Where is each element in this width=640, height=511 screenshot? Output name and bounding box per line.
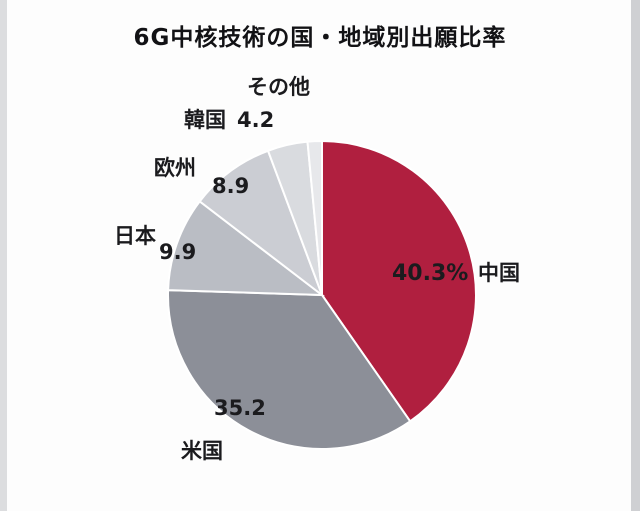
slice-value-europe: 8.9 bbox=[212, 174, 250, 198]
slice-value-japan: 9.9 bbox=[159, 240, 197, 264]
slice-label-usa: 米国 bbox=[181, 439, 223, 463]
slice-label-others: その他 bbox=[247, 75, 310, 99]
slice-label-korea: 韓国 bbox=[184, 108, 226, 132]
slice-value-korea: 4.2 bbox=[237, 108, 275, 132]
slice-label-japan: 日本 bbox=[114, 224, 156, 248]
pie-slice-5 bbox=[306, 139, 323, 296]
chart-title: 6G中核技術の国・地域別出願比率 bbox=[133, 25, 507, 51]
pie-chart bbox=[167, 139, 477, 450]
slice-value-usa: 35.2 bbox=[214, 396, 266, 420]
right-border-band bbox=[631, 0, 640, 511]
pie-slice-3 bbox=[198, 149, 325, 298]
slice-label-europe: 欧州 bbox=[154, 156, 196, 180]
pie-slice-1 bbox=[167, 289, 412, 450]
pie-slice-2 bbox=[167, 199, 326, 297]
slice-label-china: 中国 bbox=[478, 261, 520, 285]
slice-value-china: 40.3% bbox=[392, 261, 469, 286]
left-border-band bbox=[0, 0, 7, 511]
pie-slice-0 bbox=[321, 139, 477, 423]
